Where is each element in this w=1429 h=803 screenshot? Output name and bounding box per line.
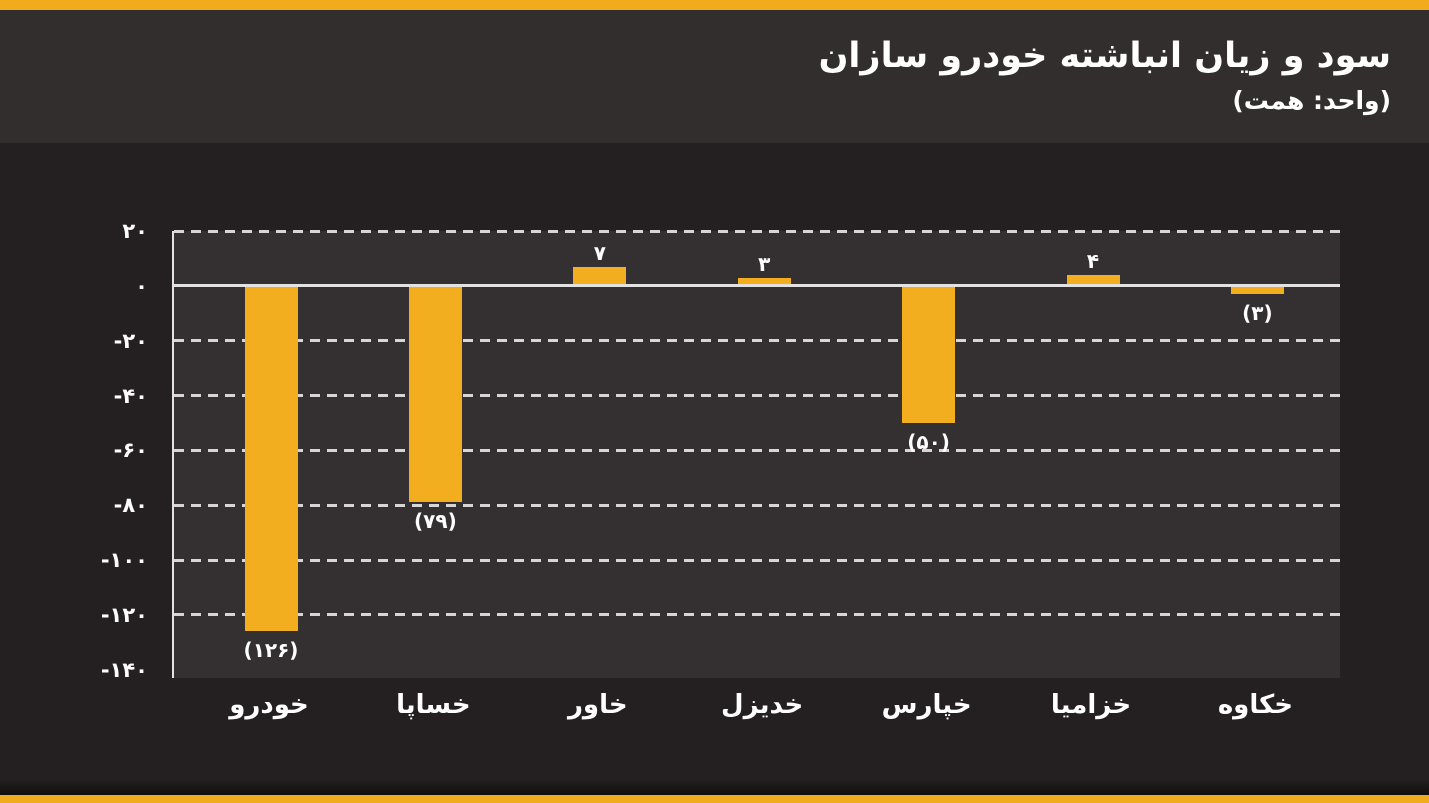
bar-value-label: (۳) <box>1242 301 1273 326</box>
bar-value-label: (۵۰) <box>907 429 950 454</box>
gridline <box>174 613 1340 617</box>
y-axis-tick-label: -۴۰ <box>113 383 148 408</box>
y-axis-tick-label: -۱۴۰ <box>100 657 148 682</box>
bar-value-label: (۷۹) <box>414 509 457 534</box>
gridline <box>174 503 1340 507</box>
zero-baseline <box>174 284 1340 288</box>
bar-value-label: (۱۲۶) <box>243 638 299 663</box>
gridline <box>174 229 1340 233</box>
chart-subtitle: (واحد: همت) <box>1232 86 1391 116</box>
gridline <box>174 394 1340 398</box>
y-axis-tick-label: ۲۰ <box>122 219 148 243</box>
y-axis-labels: ۲۰ ۰ -۲۰ -۴۰ -۶۰ -۸۰ -۱۰۰ -۱۲۰ -۱۴۰ <box>0 219 160 682</box>
chart-title: سود و زیان انباشته خودرو سازان <box>818 36 1391 77</box>
top-accent-strip <box>0 0 1429 10</box>
bottom-accent-strip <box>0 795 1429 803</box>
bar-2 <box>408 285 462 503</box>
y-axis-tick-label: ۰ <box>135 273 148 298</box>
y-axis-tick-label: -۱۰۰ <box>100 548 148 573</box>
x-axis-label: خکاوه <box>1217 690 1293 720</box>
x-axis-labels: خودرو خساپا خاور خدیزل خپارس خزامیا خکاوه <box>172 690 1340 736</box>
x-axis-label: خودرو <box>229 690 309 720</box>
bar-1 <box>244 285 298 632</box>
bottom-shadow <box>0 779 1429 795</box>
x-axis-label: خاور <box>567 690 628 720</box>
y-axis-tick-label: -۶۰ <box>113 438 148 463</box>
x-axis-label: خدیزل <box>721 690 804 720</box>
y-axis-tick-label: -۲۰ <box>113 328 148 353</box>
bar-chart: ۲۰ ۰ -۲۰ -۴۰ -۶۰ -۸۰ -۱۰۰ -۱۲۰ -۱۴۰ (۱۲۶) (۷۹) ۷ ۳(… <box>0 143 1429 793</box>
gridline <box>174 448 1340 452</box>
x-axis-label: خزامیا <box>1050 690 1132 720</box>
x-axis-label: خساپا <box>396 690 471 720</box>
bar-value-label: ۷ <box>593 240 606 265</box>
gridline <box>174 339 1340 343</box>
bar-value-label: ۴ <box>1086 248 1100 273</box>
bar-7 <box>1230 285 1284 295</box>
x-axis-label: خپارس <box>881 690 972 720</box>
bar-6 <box>1066 274 1120 286</box>
bar-3 <box>573 266 627 286</box>
plot-area: (۱۲۶) (۷۹) ۷ ۳ (۵۰) ۴ (۳) <box>172 229 1340 678</box>
bar-value-label: ۳ <box>758 251 771 276</box>
bar-4 <box>737 277 791 286</box>
y-axis-tick-label: -۱۲۰ <box>100 602 148 627</box>
y-axis-tick-label: -۸۰ <box>113 493 148 518</box>
chart-header: سود و زیان انباشته خودرو سازان (واحد: هم… <box>0 10 1429 143</box>
gridline <box>174 558 1340 562</box>
bar-5 <box>902 285 956 423</box>
